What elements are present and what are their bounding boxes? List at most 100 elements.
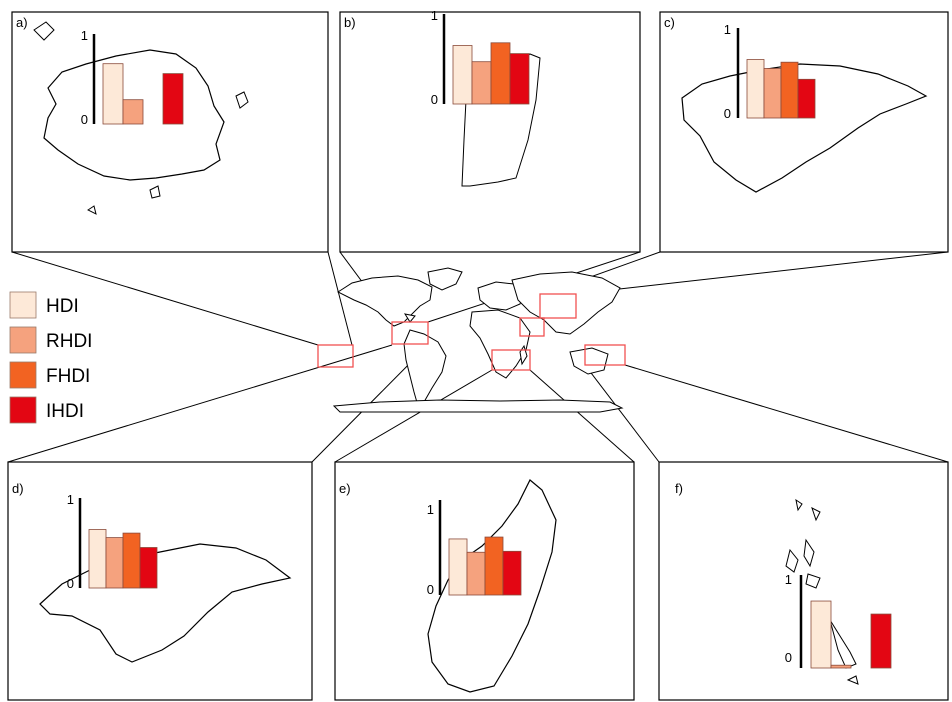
- panel-a-frame: [11, 11, 329, 253]
- bar-rhdi: [471, 61, 492, 105]
- legend-swatch-hdi: [9, 291, 37, 319]
- panel-a: a) 1 0: [11, 11, 329, 253]
- bar-fhdi: [780, 61, 799, 119]
- north-america-outline: [336, 275, 433, 327]
- bar-fhdi: [484, 536, 504, 596]
- panel-d: d) 1 0: [7, 461, 313, 701]
- legend-label-fhdi: FHDI: [46, 366, 90, 387]
- honduras-outline-c: [681, 63, 928, 193]
- madagascar-outline: [427, 479, 557, 693]
- region-marker-e: [491, 349, 531, 371]
- connector-c-right: [574, 251, 949, 295]
- region-marker-b-d: [391, 321, 429, 345]
- central-america-outline: [403, 313, 416, 323]
- greenland-outline: [427, 267, 463, 291]
- panel-d-label: d): [12, 481, 24, 496]
- connector-d-left: [7, 344, 393, 463]
- connector-f-left: [584, 364, 660, 463]
- legend-label-hdi: HDI: [46, 296, 79, 317]
- bar-ihdi: [509, 53, 530, 105]
- bar-ihdi: [139, 547, 158, 589]
- region-marker-f: [584, 344, 626, 366]
- bar-rhdi: [122, 99, 144, 125]
- panel-a-label: a): [16, 15, 28, 30]
- legend-swatch-rhdi: [9, 326, 37, 354]
- bar-hdi: [448, 538, 468, 596]
- panel-a-y-label-top: 1: [81, 28, 88, 43]
- panel-f: f) 1 0: [658, 461, 949, 701]
- panel-e: e) 1 0: [334, 461, 635, 701]
- panel-f-y-label-bottom: 0: [785, 650, 792, 665]
- panel-f-frame: [658, 461, 949, 701]
- bar-rhdi: [830, 664, 852, 669]
- panel-d-frame: [7, 461, 313, 701]
- antarctica-outline: [332, 399, 624, 413]
- panel-e-bar-chart: 1 0: [427, 500, 522, 597]
- belize-outline: [461, 53, 541, 187]
- connector-e-right: [529, 369, 635, 463]
- panel-c-bar-chart: 1 0: [724, 22, 816, 121]
- panel-c: c) 1 0: [659, 11, 949, 253]
- panel-b-frame: [339, 11, 641, 253]
- bar-hdi: [746, 59, 765, 119]
- region-marker-c: [539, 293, 577, 319]
- vanuatu-island-outline: [811, 507, 821, 522]
- panel-d-bar-chart: 1 0: [67, 492, 158, 591]
- panel-b: b) 1 0: [339, 8, 641, 253]
- panel-a-y-label-bottom: 0: [81, 112, 88, 127]
- legend-label-ihdi: IHDI: [46, 401, 84, 422]
- fiji-islet-outline: [149, 185, 161, 199]
- connector-f-right: [624, 364, 949, 463]
- panel-c-label: c): [664, 15, 675, 30]
- bar-ihdi: [870, 613, 892, 669]
- panel-f-bar-chart: 1 0: [785, 572, 892, 669]
- bar-ihdi: [162, 73, 184, 125]
- bar-fhdi: [122, 532, 141, 589]
- connector-e-left: [334, 369, 493, 463]
- connector-lines: [7, 251, 949, 463]
- region-marker-mideast: [519, 317, 545, 337]
- vanuatu-island-outline: [803, 538, 815, 568]
- panel-c-y-label-top: 1: [724, 22, 731, 37]
- panel-c-y-label-bottom: 0: [724, 106, 731, 121]
- fiji-island-outline: [43, 49, 225, 181]
- vanuatu-island-outline: [805, 573, 821, 589]
- bar-ihdi: [797, 78, 816, 119]
- africa-outline: [469, 309, 531, 379]
- connector-a-left: [11, 251, 319, 346]
- panel-e-y-label-top: 1: [427, 502, 434, 517]
- south-america-outline: [403, 329, 447, 407]
- region-markers: [317, 293, 626, 371]
- panel-c-frame: [659, 11, 949, 253]
- bar-rhdi: [105, 537, 124, 589]
- panel-b-y-label-top: 1: [431, 8, 438, 23]
- legend-swatch-fhdi: [9, 361, 37, 389]
- connector-a-right: [327, 251, 353, 346]
- bar-hdi: [88, 529, 107, 589]
- panel-d-y-label-bottom: 0: [67, 576, 74, 591]
- bar-hdi: [810, 600, 832, 669]
- europe-outline: [477, 281, 525, 311]
- panel-e-label: e): [339, 481, 351, 496]
- fiji-islet-outline: [235, 91, 249, 109]
- panel-b-y-label-bottom: 0: [431, 92, 438, 107]
- bar-rhdi: [763, 68, 782, 119]
- fiji-islet-outline: [33, 21, 55, 41]
- panel-f-y-label-top: 1: [785, 572, 792, 587]
- panel-a-bar-chart: 1 0: [81, 28, 184, 127]
- bar-rhdi: [466, 551, 486, 596]
- bar-hdi: [102, 63, 124, 125]
- legend: HDI RHDI FHDI IHDI: [9, 291, 92, 424]
- panel-b-label: b): [344, 15, 356, 30]
- vanuatu-island-outline: [846, 675, 859, 685]
- legend-swatch-ihdi: [9, 396, 37, 424]
- panel-e-y-label-bottom: 0: [427, 582, 434, 597]
- australia-outline: [569, 347, 609, 375]
- fiji-islet-outline: [87, 205, 97, 215]
- bar-ihdi: [502, 550, 522, 596]
- world-map: [332, 267, 624, 413]
- region-marker-a: [317, 344, 354, 368]
- bar-hdi: [452, 45, 473, 105]
- vanuatu-island-outline: [785, 548, 799, 573]
